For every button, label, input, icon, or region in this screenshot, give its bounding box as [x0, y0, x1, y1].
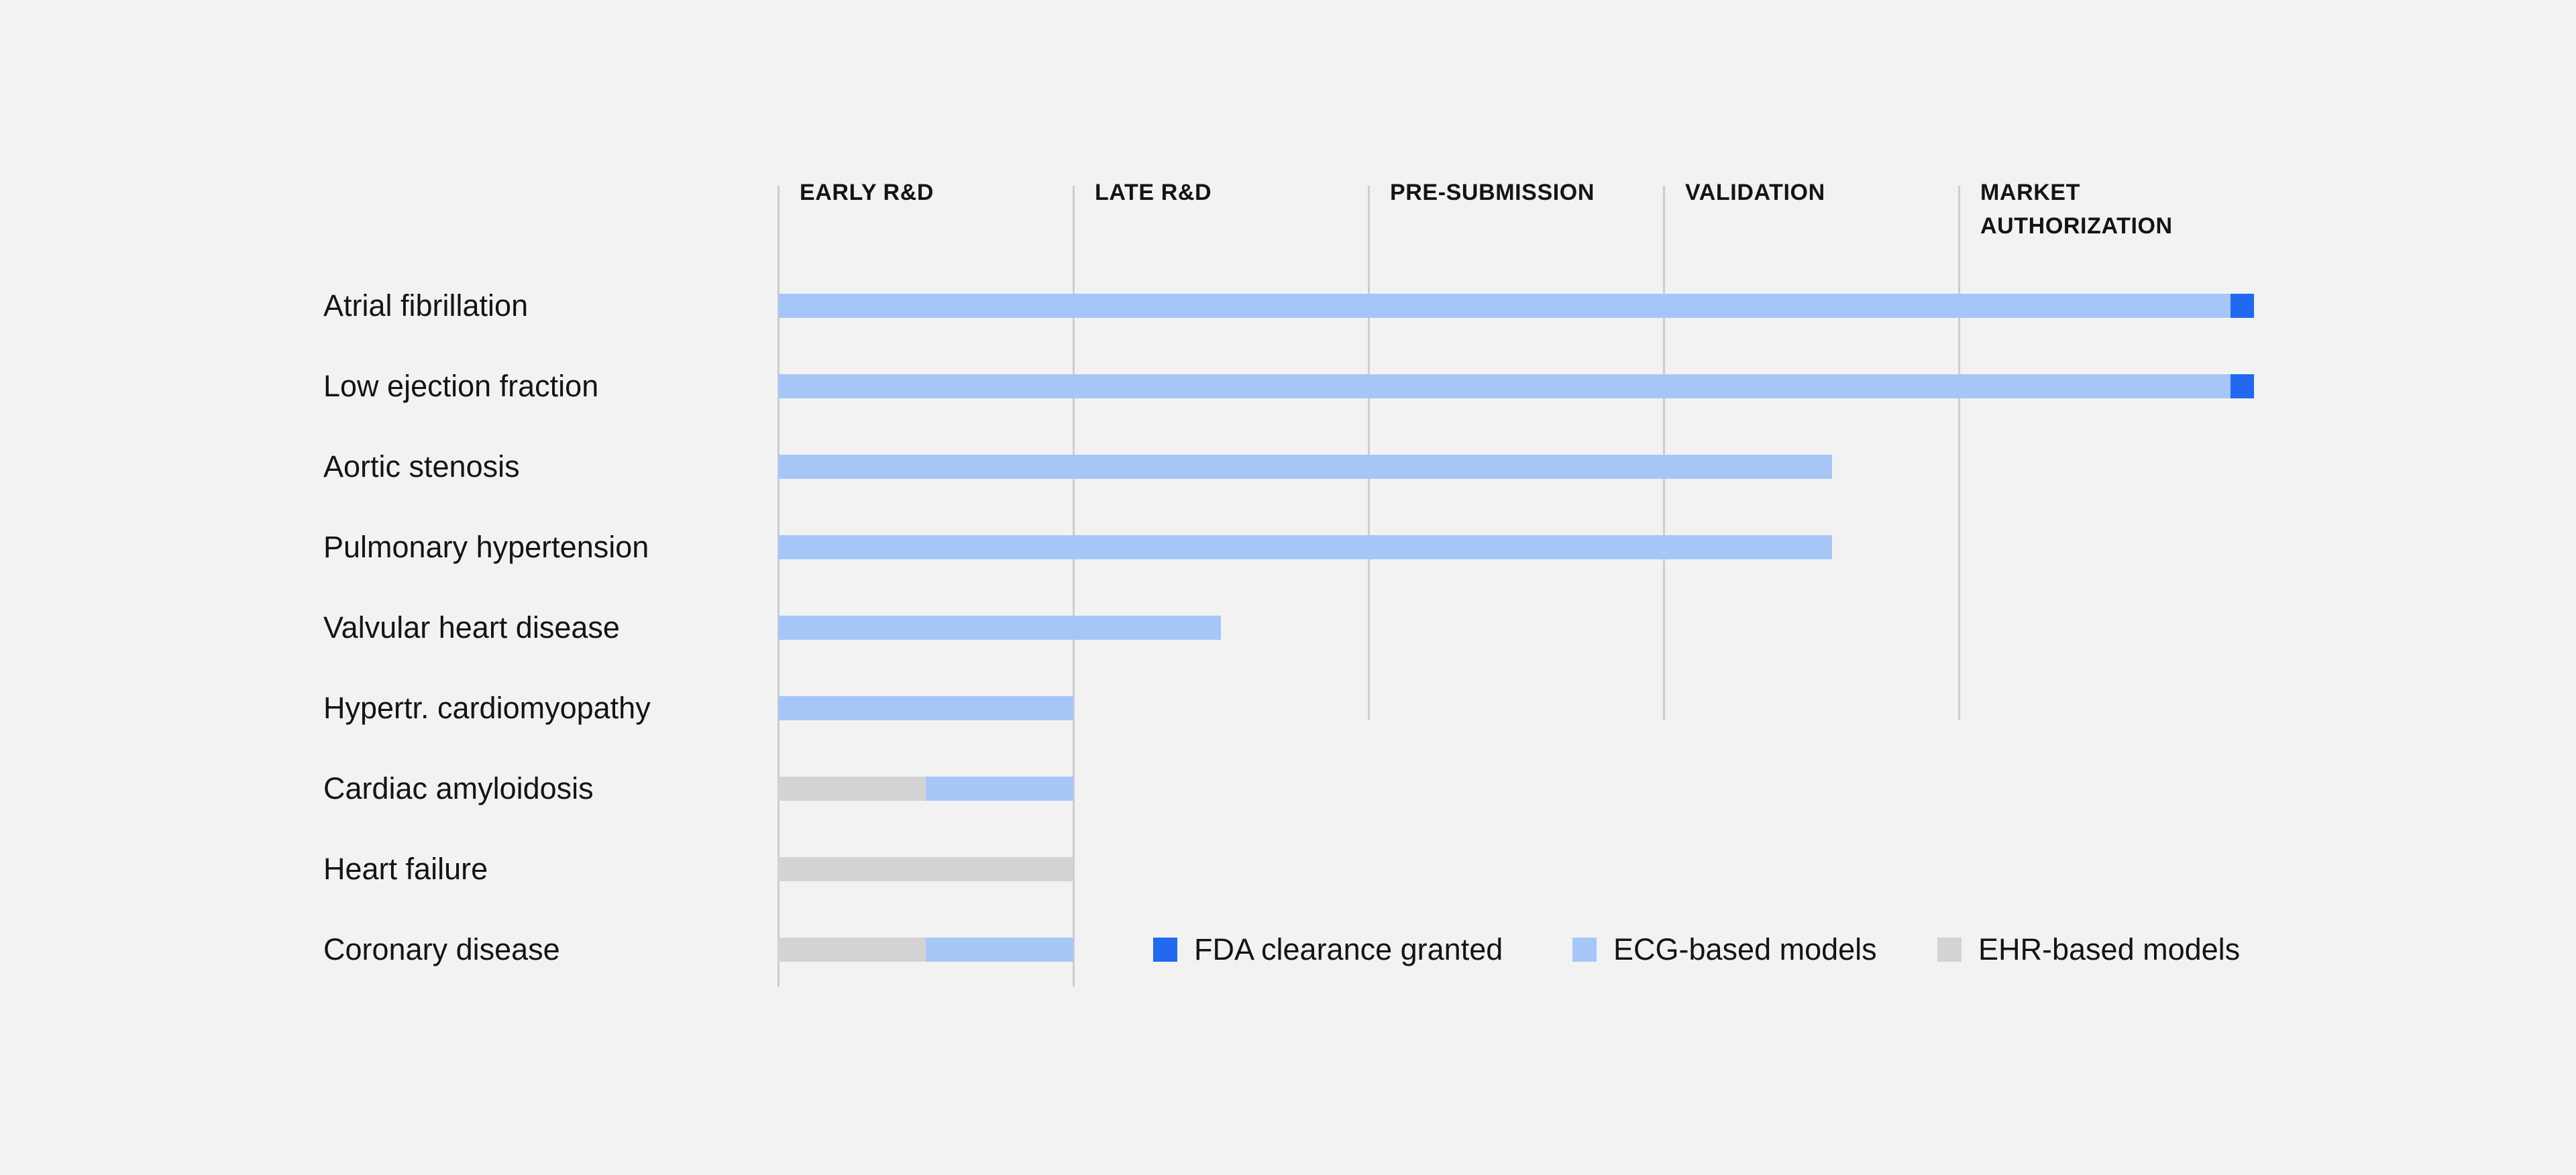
stage-header: LATE R&D: [1095, 180, 1212, 205]
row-label: Heart failure: [323, 852, 488, 886]
row-label: Hypertr. cardiomyopathy: [323, 691, 651, 725]
row-label: Valvular heart disease: [323, 610, 620, 645]
stage-gridline: [1368, 186, 1370, 720]
bar-segment-ecg: [778, 374, 2231, 398]
legend-item: FDA clearance granted: [1153, 932, 1503, 968]
bar-segment-ecg: [778, 696, 1073, 720]
stage-gridline: [1663, 186, 1665, 720]
bar-segment-fda: [2230, 374, 2254, 398]
legend-item: ECG-based models: [1572, 932, 1877, 968]
legend-swatch-ehr: [1937, 938, 1962, 962]
stage-header: MARKET AUTHORIZATION: [1980, 180, 2173, 239]
legend-swatch-fda: [1153, 938, 1177, 962]
legend-label: EHR-based models: [1978, 932, 2241, 966]
bar-segment-ehr: [778, 857, 1073, 881]
row-label: Coronary disease: [323, 932, 560, 966]
stage-gridline: [777, 186, 780, 987]
legend-label: ECG-based models: [1613, 932, 1877, 966]
stage-gridline: [1958, 186, 1960, 720]
row-label: Atrial fibrillation: [323, 288, 529, 323]
legend-label: FDA clearance granted: [1194, 932, 1503, 966]
row-label: Cardiac amyloidosis: [323, 771, 594, 805]
stage-header: PRE-SUBMISSION: [1390, 180, 1595, 205]
row-label: Aortic stenosis: [323, 449, 520, 484]
bar-segment-ecg: [778, 535, 1832, 559]
bar-segment-ecg: [778, 294, 2231, 318]
bar-segment-ecg: [778, 455, 1832, 479]
bar-segment-ecg: [926, 777, 1073, 801]
bar-segment-fda: [2230, 294, 2254, 318]
row-label: Low ejection fraction: [323, 369, 599, 403]
stage-header: VALIDATION: [1685, 180, 1825, 205]
stage-header: EARLY R&D: [800, 180, 934, 205]
row-label: Pulmonary hypertension: [323, 530, 649, 564]
stage-gridline: [1073, 186, 1075, 987]
bar-segment-ehr: [778, 938, 926, 962]
legend-item: EHR-based models: [1937, 932, 2240, 968]
bar-segment-ecg: [926, 938, 1073, 962]
bar-segment-ecg: [778, 616, 1221, 640]
legend-swatch-ecg: [1572, 938, 1597, 962]
bar-segment-ehr: [778, 777, 926, 801]
